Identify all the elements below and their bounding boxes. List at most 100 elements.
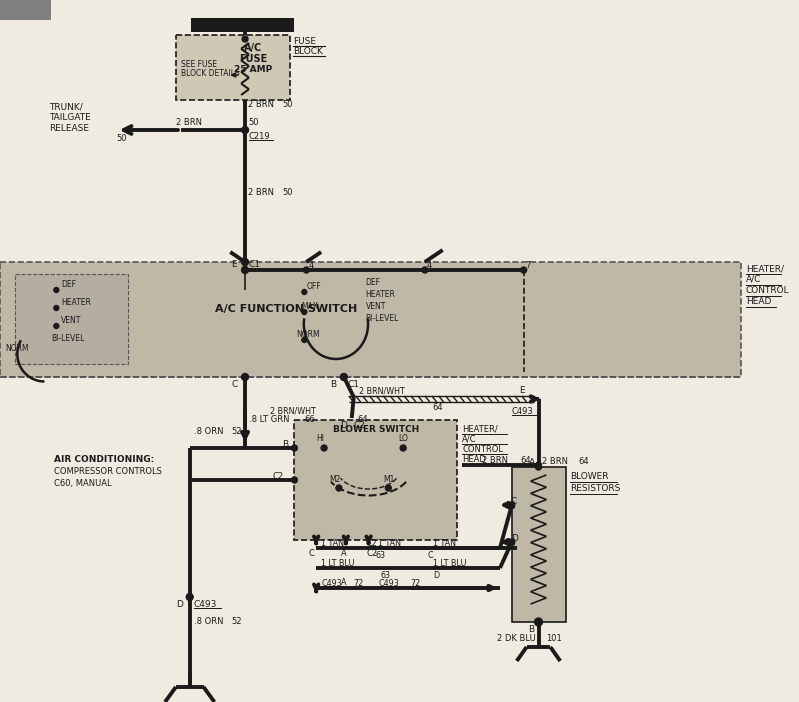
Text: 2 BRN: 2 BRN	[248, 100, 274, 109]
Text: 64: 64	[521, 456, 531, 465]
Text: 64: 64	[358, 415, 368, 424]
Text: C60, MANUAL: C60, MANUAL	[54, 479, 112, 488]
Text: HEATER: HEATER	[62, 298, 91, 307]
Text: D: D	[340, 421, 347, 430]
Text: HEATER: HEATER	[366, 290, 396, 299]
Text: 52: 52	[231, 427, 242, 436]
Circle shape	[292, 445, 297, 451]
Text: 2 BRN: 2 BRN	[482, 456, 508, 465]
Circle shape	[400, 445, 406, 451]
Text: 52: 52	[231, 617, 242, 626]
Text: 50: 50	[117, 134, 127, 143]
Text: LO: LO	[398, 434, 408, 443]
Text: 1 LT BLU: 1 LT BLU	[321, 559, 355, 568]
Text: M1: M1	[384, 475, 395, 484]
Circle shape	[241, 258, 248, 265]
Text: 72: 72	[410, 579, 420, 588]
Circle shape	[385, 485, 392, 491]
Text: B: B	[529, 625, 535, 634]
Text: 4: 4	[427, 261, 432, 270]
Text: 101: 101	[547, 634, 562, 643]
Text: VENT: VENT	[366, 302, 386, 311]
Text: HOT IN RUN: HOT IN RUN	[208, 20, 277, 30]
Text: TAILGATE: TAILGATE	[50, 113, 91, 122]
Text: RESISTORS: RESISTORS	[570, 484, 621, 493]
Text: C: C	[231, 380, 237, 389]
Circle shape	[241, 267, 248, 274]
Text: RELEASE: RELEASE	[50, 124, 89, 133]
Text: CONTROL: CONTROL	[746, 286, 789, 295]
Text: C493: C493	[512, 407, 534, 416]
Text: 72: 72	[354, 579, 364, 588]
Text: HEAD: HEAD	[746, 297, 771, 306]
Text: C2: C2	[272, 472, 284, 481]
Circle shape	[186, 593, 193, 600]
Text: E: E	[231, 260, 237, 269]
Circle shape	[321, 445, 327, 451]
Text: C: C	[308, 549, 314, 558]
Text: VENT: VENT	[62, 316, 81, 325]
Text: C: C	[511, 497, 517, 506]
Text: .8 ORN: .8 ORN	[193, 617, 223, 626]
Text: 64: 64	[578, 457, 589, 466]
Circle shape	[535, 462, 542, 468]
Text: 63: 63	[376, 551, 385, 560]
Circle shape	[302, 289, 307, 295]
Text: HEAD: HEAD	[463, 455, 487, 464]
Text: A: A	[341, 578, 347, 587]
Text: A/C: A/C	[746, 275, 761, 284]
Text: 2 DK BLU: 2 DK BLU	[497, 634, 536, 643]
Text: C2: C2	[354, 421, 366, 430]
Circle shape	[535, 464, 542, 470]
Text: A/C: A/C	[244, 43, 262, 53]
Bar	[176, 35, 289, 100]
Text: 1 TAN: 1 TAN	[433, 539, 455, 548]
Text: AIR CONDITIONING:: AIR CONDITIONING:	[54, 455, 154, 464]
Text: C219: C219	[249, 132, 271, 141]
Text: C493: C493	[193, 600, 217, 609]
Text: 7: 7	[526, 261, 531, 270]
Text: D: D	[433, 571, 439, 580]
Text: BLOCK: BLOCK	[293, 47, 324, 56]
Text: C2: C2	[367, 549, 378, 558]
Text: BLOWER: BLOWER	[570, 472, 609, 481]
Text: A: A	[341, 549, 347, 558]
Text: 50: 50	[283, 188, 293, 197]
Text: 2 BRN/WHT: 2 BRN/WHT	[270, 407, 316, 416]
Circle shape	[509, 539, 515, 545]
Circle shape	[336, 485, 342, 491]
Text: D: D	[511, 534, 518, 543]
Text: BLOWER SWITCH: BLOWER SWITCH	[333, 425, 419, 434]
Text: A/C: A/C	[463, 435, 477, 444]
Circle shape	[302, 310, 307, 314]
Text: 64: 64	[433, 403, 443, 412]
Text: D: D	[176, 600, 183, 609]
Circle shape	[304, 267, 309, 273]
Text: M2: M2	[329, 475, 340, 484]
Bar	[15, 274, 129, 364]
Text: 4: 4	[308, 261, 313, 270]
Text: FUSE: FUSE	[293, 37, 316, 46]
Bar	[0, 0, 51, 20]
Text: BI-LEVEL: BI-LEVEL	[51, 334, 85, 343]
Text: E: E	[519, 386, 524, 395]
Text: HEATER/: HEATER/	[463, 425, 498, 434]
Text: 2 BRN: 2 BRN	[176, 118, 202, 127]
Circle shape	[241, 126, 248, 133]
Circle shape	[54, 288, 59, 293]
Circle shape	[242, 36, 248, 42]
Text: 2 BRN: 2 BRN	[248, 188, 274, 197]
Bar	[295, 420, 458, 540]
Text: MAX: MAX	[301, 302, 319, 311]
Text: CONTROL: CONTROL	[463, 445, 503, 454]
Text: 2 BRN: 2 BRN	[543, 457, 568, 466]
Text: 50: 50	[283, 100, 293, 109]
Circle shape	[509, 502, 515, 508]
Text: .8 ORN: .8 ORN	[193, 427, 223, 436]
Circle shape	[422, 267, 427, 273]
Text: FUSE: FUSE	[239, 54, 267, 64]
Text: BLOCK DETAILS: BLOCK DETAILS	[181, 69, 240, 78]
Circle shape	[292, 477, 297, 483]
Text: B: B	[283, 440, 288, 449]
Text: NUAL: NUAL	[4, 2, 42, 15]
